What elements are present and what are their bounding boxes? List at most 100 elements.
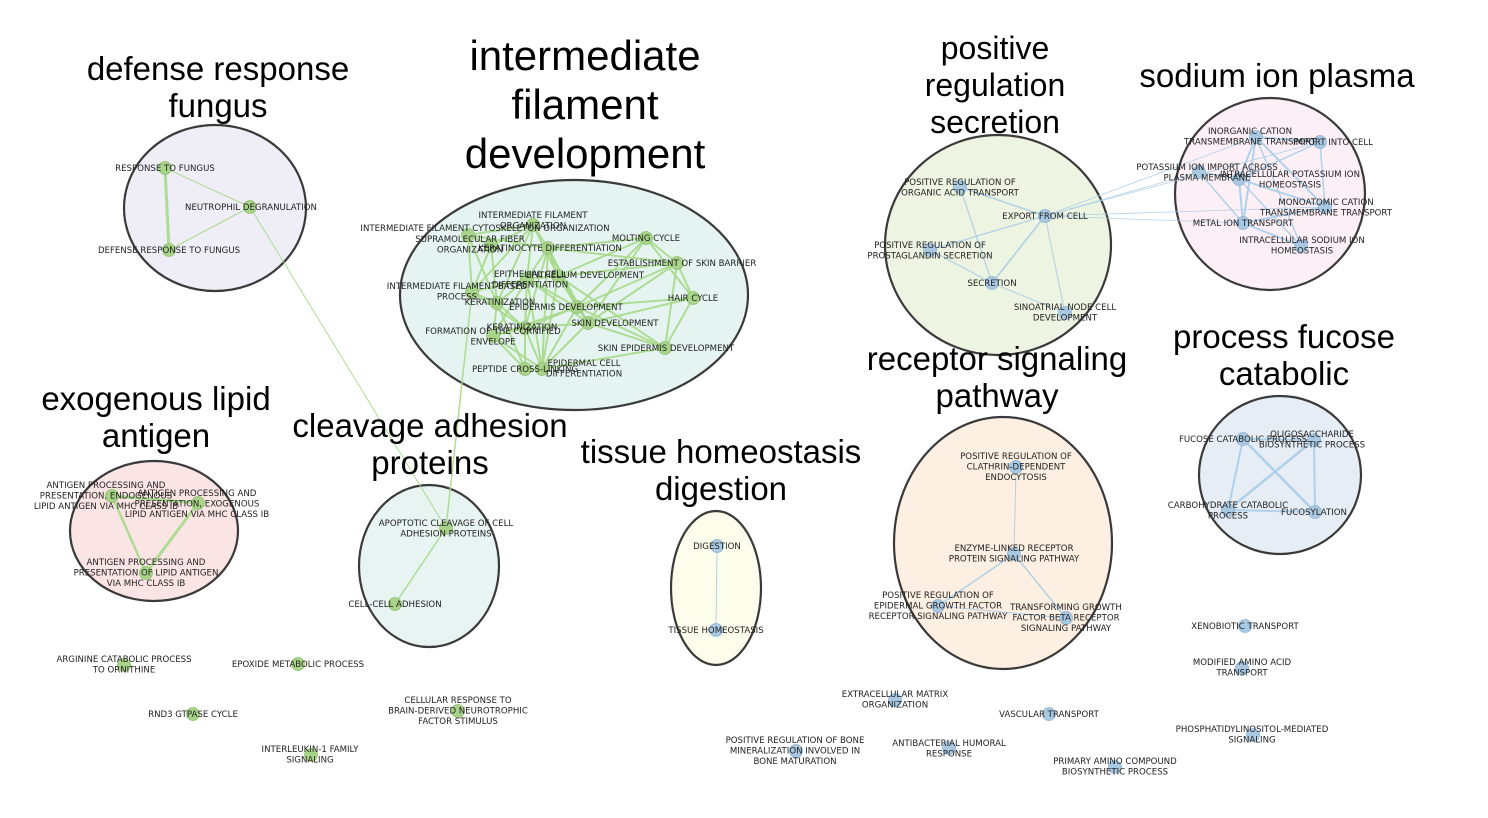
node-prbm[interactable] <box>789 744 803 758</box>
node-pcl[interactable] <box>518 362 532 376</box>
edge <box>541 347 666 370</box>
node-ifc[interactable] <box>461 228 475 242</box>
node-label: DEFENSE RESPONSE TO FUNGUS <box>98 246 240 256</box>
node-rtf[interactable] <box>158 161 172 175</box>
node-crbd[interactable] <box>451 704 465 718</box>
node-label: ORGANIZATION <box>500 222 566 232</box>
node-ccp[interactable] <box>1221 503 1235 517</box>
node-apel[interactable] <box>105 489 119 503</box>
node-ipih[interactable] <box>1232 172 1246 186</box>
node-apla[interactable] <box>139 566 153 580</box>
node-ifbp[interactable] <box>465 285 479 299</box>
edge <box>471 245 492 293</box>
node-label: ORGANIZATION <box>862 701 928 711</box>
node-ndg[interactable] <box>243 200 257 214</box>
node-fcp[interactable] <box>1236 432 1250 446</box>
node-label: PROCESS <box>437 293 477 303</box>
edge <box>526 278 578 308</box>
edge <box>490 245 498 304</box>
node-mc[interactable] <box>639 231 653 245</box>
cluster-title-receptor: receptor signaling <box>867 340 1128 377</box>
node-label: PRESENTATION OF LIPID ANTIGEN <box>74 569 219 579</box>
node-label: INTERMEDIATE FILAMENT CYTOSKELETON ORGAN… <box>360 224 609 234</box>
node-pregf[interactable] <box>931 599 945 613</box>
node-fuc[interactable] <box>1308 505 1322 519</box>
edge <box>164 167 251 208</box>
node-label: TISSUE HOMEOSTASIS <box>667 626 763 636</box>
node-label: IMPORT INTO CELL <box>1293 138 1373 148</box>
node-label: TRANSPORT <box>1215 669 1268 679</box>
node-iic[interactable] <box>1313 135 1327 149</box>
cluster-title-secretion: secretion <box>930 104 1060 140</box>
node-sso[interactable] <box>484 239 498 253</box>
node-eed[interactable] <box>551 269 565 283</box>
node-proat[interactable] <box>953 180 967 194</box>
node-esb[interactable] <box>670 256 684 270</box>
node-ker1[interactable] <box>490 296 504 310</box>
node-label: PRESENTATION, EXOGENOUS <box>135 500 260 510</box>
node-mctt[interactable] <box>1318 200 1332 214</box>
node-label: METAL ION TRANSPORT <box>1193 219 1294 229</box>
node-acca[interactable] <box>439 521 453 535</box>
node-apxl[interactable] <box>191 496 205 510</box>
node-kd[interactable] <box>541 241 555 255</box>
node-mit[interactable] <box>1236 216 1250 230</box>
node-fce[interactable] <box>486 329 500 343</box>
node-ifo[interactable] <box>526 218 540 232</box>
node-ecd[interactable] <box>520 272 534 286</box>
node-sec[interactable] <box>985 276 999 290</box>
node-hc[interactable] <box>686 291 700 305</box>
node-vt[interactable] <box>1042 707 1056 721</box>
node-ahr[interactable] <box>942 741 956 755</box>
node-ker2[interactable] <box>518 321 532 335</box>
node-rnd3[interactable] <box>186 707 200 721</box>
cluster-title-filament: development <box>465 130 706 177</box>
edge <box>1013 466 1017 555</box>
edge <box>587 262 678 324</box>
edge <box>526 224 534 280</box>
node-efc[interactable] <box>1038 209 1052 223</box>
node-dig[interactable] <box>710 539 724 553</box>
node-piip[interactable] <box>1192 165 1206 179</box>
cluster-title-fungus: defense response <box>87 50 349 87</box>
edge <box>524 327 543 370</box>
node-emp[interactable] <box>291 657 305 671</box>
node-cca[interactable] <box>388 597 402 611</box>
node-ecmo[interactable] <box>888 693 902 707</box>
node-sed[interactable] <box>658 341 672 355</box>
node-drf[interactable] <box>162 243 176 257</box>
node-pacb[interactable] <box>1108 760 1122 774</box>
node-label: PROCESS <box>1208 512 1248 522</box>
edge <box>524 278 528 329</box>
node-xt[interactable] <box>1238 619 1252 633</box>
node-isih[interactable] <box>1294 239 1308 253</box>
edge <box>1013 553 1067 619</box>
node-label: FACTOR STIMULUS <box>418 717 498 727</box>
node-prcde[interactable] <box>1009 460 1023 474</box>
node-maat[interactable] <box>1235 661 1249 675</box>
edge <box>991 282 1066 314</box>
node-tgfb[interactable] <box>1059 611 1073 625</box>
node-prps[interactable] <box>923 243 937 257</box>
node-pims[interactable] <box>1246 728 1260 742</box>
node-edc[interactable] <box>535 362 549 376</box>
node-label: ENVELOPE <box>470 338 515 348</box>
node-label: BIOSYNTHETIC PROCESS <box>1062 768 1168 778</box>
node-skd[interactable] <box>581 316 595 330</box>
cluster-title-fungus: fungus <box>168 87 267 124</box>
node-label: SINOATRIAL NODE CELL <box>1014 303 1117 313</box>
node-obp[interactable] <box>1307 433 1321 447</box>
node-il1[interactable] <box>304 748 318 762</box>
node-label: FACTOR BETA RECEPTOR <box>1012 614 1119 624</box>
edge <box>1044 171 1200 217</box>
node-elrp[interactable] <box>1007 547 1021 561</box>
node-acpo[interactable] <box>117 658 131 672</box>
node-th[interactable] <box>709 623 723 637</box>
edge <box>110 494 148 575</box>
node-label: XENOBIOTIC TRANSPORT <box>1191 622 1299 632</box>
node-sncd[interactable] <box>1058 306 1072 320</box>
node-ictt[interactable] <box>1249 130 1263 144</box>
node-epd[interactable] <box>570 300 584 314</box>
node-label: CELL-CELL ADHESION <box>348 600 441 610</box>
